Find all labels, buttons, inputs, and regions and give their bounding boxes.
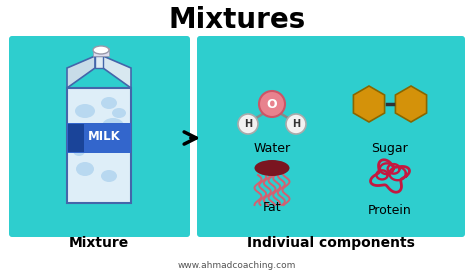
- Ellipse shape: [110, 138, 124, 148]
- Ellipse shape: [112, 108, 126, 118]
- Text: Fat: Fat: [263, 201, 281, 214]
- Ellipse shape: [73, 125, 89, 137]
- Text: Water: Water: [254, 142, 291, 155]
- Ellipse shape: [102, 118, 124, 134]
- Polygon shape: [67, 56, 95, 88]
- Polygon shape: [395, 86, 427, 122]
- Text: MILK: MILK: [88, 131, 120, 144]
- Ellipse shape: [101, 170, 117, 182]
- Ellipse shape: [93, 46, 109, 54]
- Polygon shape: [103, 56, 131, 88]
- Circle shape: [238, 114, 258, 134]
- FancyBboxPatch shape: [68, 124, 84, 152]
- Text: Indiviual components: Indiviual components: [247, 236, 415, 250]
- Circle shape: [259, 91, 285, 117]
- Text: Protein: Protein: [368, 204, 412, 217]
- Ellipse shape: [76, 162, 94, 176]
- FancyBboxPatch shape: [67, 88, 131, 203]
- Text: Mixtures: Mixtures: [168, 6, 306, 34]
- FancyBboxPatch shape: [93, 48, 109, 56]
- Text: Sugar: Sugar: [372, 142, 409, 155]
- Circle shape: [286, 114, 306, 134]
- Ellipse shape: [75, 104, 95, 118]
- Ellipse shape: [255, 160, 290, 176]
- FancyBboxPatch shape: [9, 36, 190, 237]
- Text: www.ahmadcoaching.com: www.ahmadcoaching.com: [178, 261, 296, 270]
- Polygon shape: [95, 56, 103, 68]
- Text: Mixture: Mixture: [69, 236, 129, 250]
- FancyBboxPatch shape: [67, 123, 131, 153]
- Polygon shape: [354, 86, 384, 122]
- Ellipse shape: [73, 146, 85, 156]
- FancyBboxPatch shape: [197, 36, 465, 237]
- Text: H: H: [244, 119, 252, 129]
- Text: O: O: [267, 97, 277, 110]
- Ellipse shape: [101, 97, 117, 109]
- Text: H: H: [292, 119, 300, 129]
- Ellipse shape: [85, 139, 103, 153]
